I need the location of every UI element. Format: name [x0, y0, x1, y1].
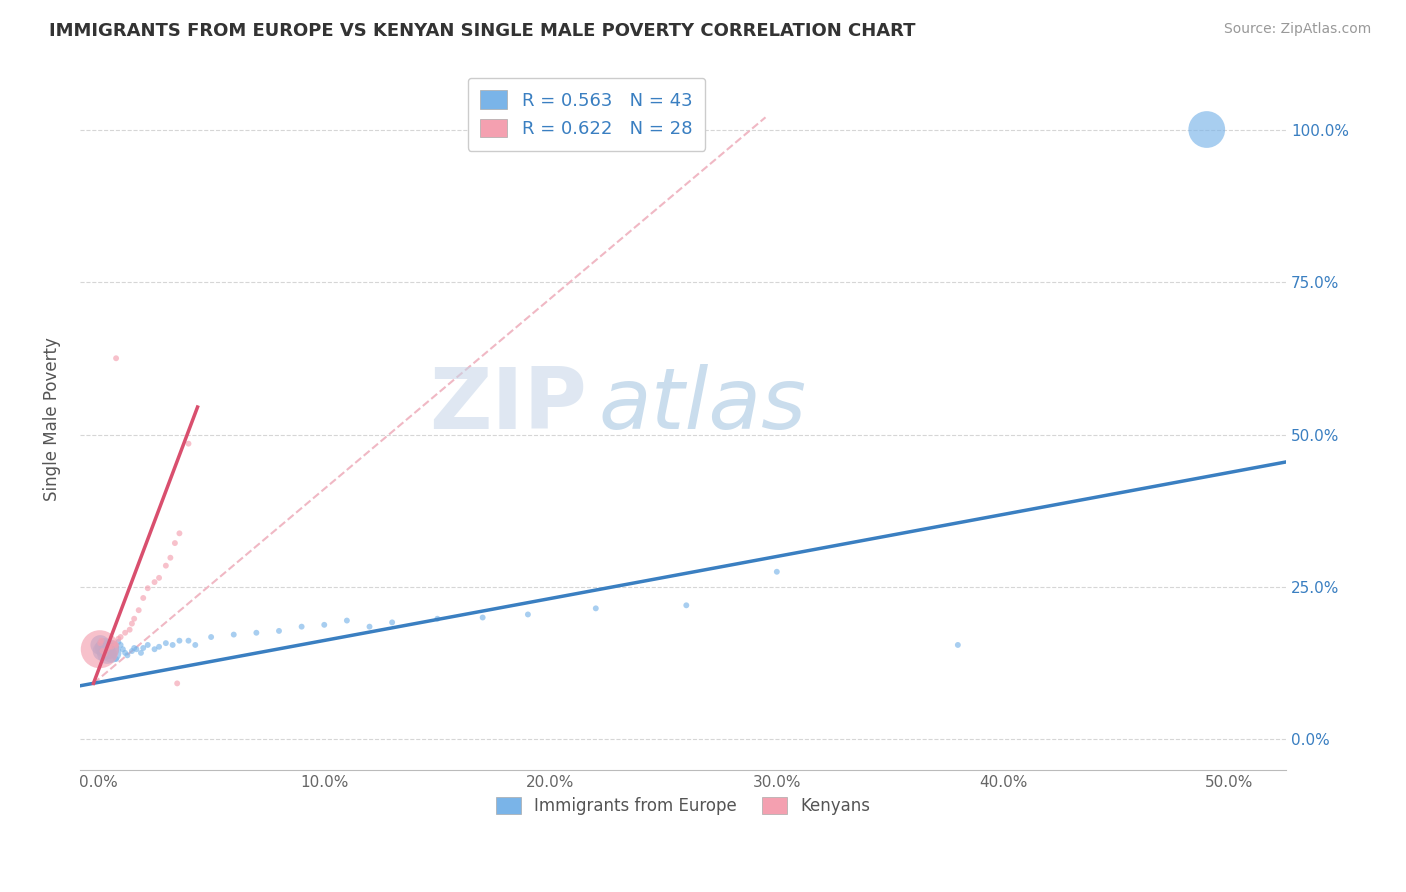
Point: [166, 676, 188, 690]
Point: [105, 351, 128, 366]
Point: [110, 630, 132, 644]
Point: [103, 648, 125, 663]
Point: [89, 638, 111, 652]
Point: [125, 642, 148, 657]
Point: [314, 617, 336, 632]
Point: [136, 581, 159, 595]
Point: [122, 640, 145, 655]
Point: [128, 603, 150, 617]
Point: [114, 646, 136, 660]
Point: [381, 615, 404, 630]
Point: [336, 614, 359, 628]
Point: [100, 646, 122, 660]
Point: [105, 652, 128, 666]
Point: [90, 633, 112, 648]
Point: [107, 635, 129, 649]
Point: [163, 536, 186, 550]
Point: [585, 601, 607, 615]
Point: [105, 638, 128, 652]
Point: [471, 610, 494, 624]
Point: [121, 644, 143, 658]
Text: IMMIGRANTS FROM EUROPE VS KENYAN SINGLE MALE POVERTY CORRELATION CHART: IMMIGRANTS FROM EUROPE VS KENYAN SINGLE …: [49, 22, 915, 40]
Point: [117, 648, 139, 663]
Point: [114, 625, 136, 640]
Point: [169, 526, 191, 541]
Point: [155, 558, 177, 573]
Point: [129, 646, 152, 660]
Point: [516, 607, 538, 622]
Point: [96, 642, 118, 657]
Point: [98, 642, 121, 657]
Point: [148, 571, 170, 585]
Point: [200, 630, 222, 644]
Point: [122, 612, 145, 626]
Point: [103, 636, 125, 650]
Point: [111, 642, 134, 657]
Point: [94, 640, 117, 655]
Point: [100, 640, 122, 654]
Text: Source: ZipAtlas.com: Source: ZipAtlas.com: [1223, 22, 1371, 37]
Point: [1195, 122, 1218, 136]
Point: [98, 640, 121, 654]
Point: [222, 627, 245, 641]
Point: [107, 632, 129, 646]
Point: [267, 624, 290, 638]
Y-axis label: Single Male Poverty: Single Male Poverty: [44, 337, 60, 501]
Point: [177, 436, 200, 450]
Point: [169, 633, 191, 648]
Point: [675, 599, 697, 613]
Point: [96, 647, 118, 661]
Point: [143, 642, 166, 657]
Point: [121, 616, 143, 631]
Point: [159, 550, 181, 565]
Point: [177, 633, 200, 648]
Point: [184, 638, 207, 652]
Point: [143, 575, 166, 590]
Legend: Immigrants from Europe, Kenyans: Immigrants from Europe, Kenyans: [485, 787, 880, 825]
Point: [359, 620, 381, 634]
Point: [155, 636, 177, 650]
Point: [118, 623, 141, 637]
Point: [291, 620, 314, 634]
Point: [94, 647, 117, 661]
Text: ZIP: ZIP: [429, 364, 586, 447]
Point: [132, 591, 155, 605]
Point: [89, 636, 111, 650]
Point: [148, 640, 170, 654]
Text: atlas: atlas: [599, 364, 807, 447]
Point: [91, 644, 114, 658]
Point: [132, 640, 155, 655]
Point: [162, 638, 184, 652]
Point: [136, 638, 159, 652]
Point: [426, 612, 449, 626]
Point: [110, 638, 132, 652]
Point: [89, 642, 111, 657]
Point: [946, 638, 969, 652]
Point: [245, 625, 267, 640]
Point: [91, 644, 114, 658]
Point: [766, 565, 789, 579]
